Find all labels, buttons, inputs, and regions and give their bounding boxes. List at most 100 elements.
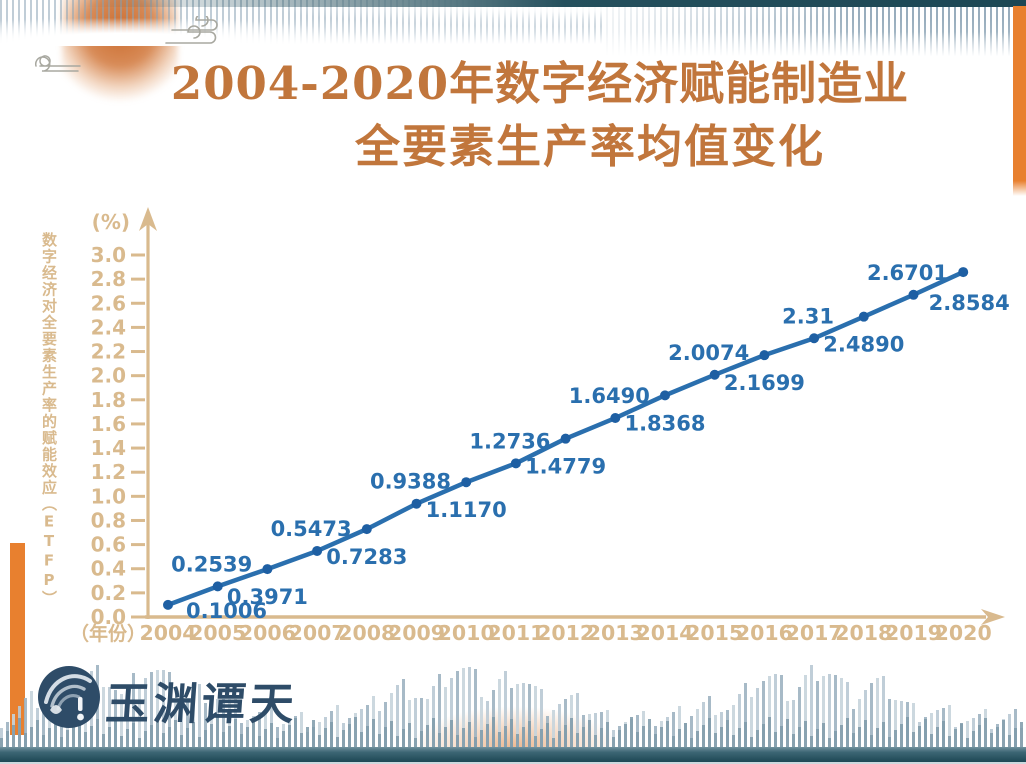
skyline-bar [12,724,15,748]
skyline-bars-decoration-dark [0,708,1026,748]
skyline-bar [462,728,465,748]
skyline-bar [42,735,45,748]
skyline-bar [882,675,885,748]
skyline-bar [276,738,279,748]
skyline-bar [834,731,837,748]
skyline-bar [798,687,801,748]
skyline-bar [78,716,81,748]
data-point [709,369,720,380]
skyline-bar [930,712,933,748]
skyline-bar [396,685,399,748]
skyline-bar [156,717,159,748]
skyline-bar [264,708,267,748]
skyline-bar [312,719,315,748]
skyline-bar [390,692,393,748]
skyline-bar [678,705,681,748]
skyline-bar [756,730,759,748]
skyline-bar [558,731,561,748]
skyline-bar [888,698,891,748]
skyline-bar [828,674,831,748]
skyline-bar [84,732,87,748]
skyline-bar [318,735,321,748]
skyline-bar [558,703,561,748]
skyline-bar [492,716,495,748]
skyline-bar [162,733,165,748]
skyline-bar [1008,714,1011,748]
skyline-bar [444,726,447,748]
skyline-bar [126,685,129,748]
skyline-bar [756,687,759,748]
skyline-bar [540,688,543,748]
skyline-bar [108,727,111,748]
skyline-bar [810,736,813,748]
skyline-bar [720,726,723,748]
data-point [759,350,770,361]
skyline-bar [762,723,765,748]
skyline-bar [552,710,555,748]
skyline-bar [552,738,555,748]
skyline-bar [180,735,183,748]
skyline-bar [486,723,489,748]
data-point-label: 0.5473 [271,517,352,541]
skyline-bar [114,689,117,748]
skyline-bar [534,686,537,748]
skyline-bar [336,705,339,748]
skyline-bar [468,721,471,748]
skyline-bar [516,734,519,748]
orange-accent-bar-left [10,543,25,735]
skyline-bar [480,696,483,748]
skyline-bar [0,738,3,748]
top-stripe-pattern-right [606,0,1026,58]
data-point [262,564,273,575]
skyline-bar [738,694,741,748]
skyline-bar [444,686,447,748]
y-tick-label: 1.4 [91,436,126,460]
data-point-label: 1.8368 [624,411,705,435]
skyline-bar [114,720,117,748]
skyline-bar [300,712,303,748]
x-unit-label: （年份） [70,622,146,645]
skyline-bar [288,724,291,748]
skyline-bar [984,717,987,748]
x-tick-label: 2008 [338,621,395,645]
x-tick-label: 2016 [736,621,793,645]
top-teal-strip [0,0,1026,7]
y-tick-label: 2.0 [91,364,126,388]
skyline-bar [834,675,837,748]
orange-hill-decoration [370,690,660,748]
skyline-bar [360,732,363,748]
skyline-bar [966,721,969,748]
skyline-bar [282,731,285,748]
skyline-bar [972,731,975,748]
skyline-bar [792,700,795,748]
skyline-bar [402,729,405,748]
y-tick-label: 1.0 [91,484,126,508]
x-tick-label: 2004 [139,621,196,645]
data-point-label: 2.0074 [668,341,749,365]
skyline-bar [924,718,927,748]
skyline-bar [204,703,207,748]
skyline-bar [264,729,267,748]
skyline-bar [336,737,339,748]
skyline-bar [414,697,417,748]
y-unit-label: (%) [92,210,130,234]
data-point-label: 2.4890 [823,333,904,357]
skyline-bar [330,721,333,748]
skyline-bar [276,726,279,748]
skyline-bar [714,715,717,748]
skyline-bar [168,726,171,748]
skyline-bar [888,737,891,748]
skyline-bar [912,703,915,748]
x-tick-label: 2019 [885,621,942,645]
skyline-bar [582,726,585,748]
skyline-bar [450,677,453,748]
skyline-bar [456,735,459,748]
data-point-label: 1.2736 [469,429,550,453]
skyline-bar [864,689,867,748]
chart-title-line1: 2004-2020年数字经济赋能制造业 [170,57,910,110]
skyline-bar [942,720,945,748]
skyline-bar [516,684,519,748]
x-tick-label: 2009 [388,621,445,645]
skyline-bar [648,718,651,748]
skyline-bar [696,731,699,748]
